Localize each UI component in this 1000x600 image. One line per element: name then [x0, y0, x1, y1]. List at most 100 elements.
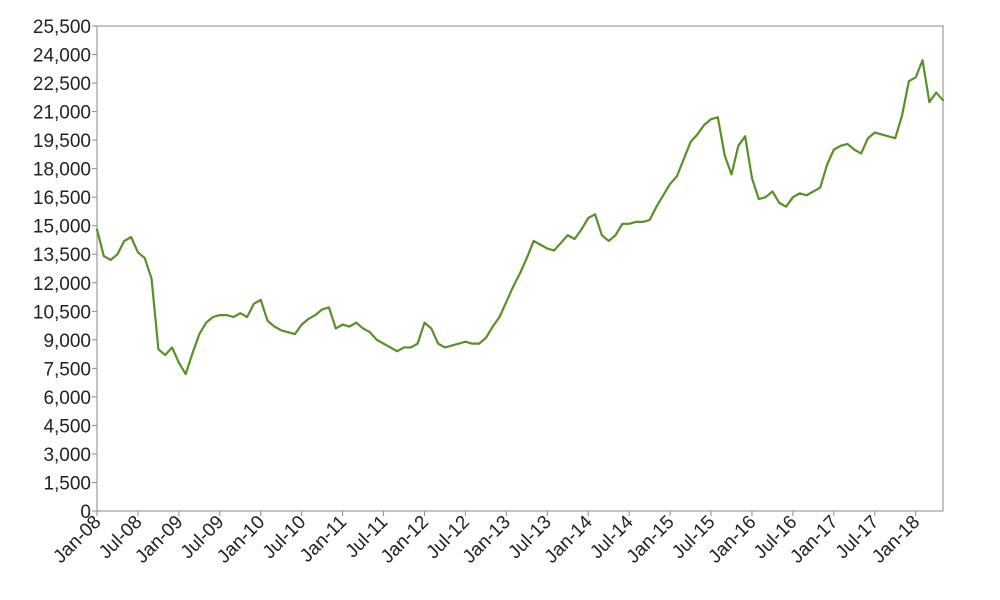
data-point: [253, 302, 255, 305]
data-point: [389, 346, 392, 349]
data-point: [532, 240, 535, 242]
data-point: [880, 133, 883, 136]
data-point: [355, 321, 358, 324]
data-point: [505, 300, 508, 303]
plot-area-frame: [96, 25, 944, 512]
data-point: [478, 342, 480, 345]
data-point: [757, 198, 760, 200]
data-point: [266, 319, 269, 322]
data-point: [293, 333, 296, 336]
data-point: [143, 257, 146, 259]
data-point: [273, 325, 276, 328]
data-point: [409, 346, 412, 349]
data-point: [416, 342, 419, 345]
y-tick-label: 24,000: [33, 46, 91, 67]
data-point: [600, 234, 603, 237]
data-point: [403, 346, 405, 349]
data-point: [689, 141, 692, 143]
data-point: [607, 240, 610, 242]
y-tick-label: 1,500: [43, 473, 91, 494]
data-point: [184, 373, 187, 375]
data-point: [348, 325, 351, 328]
data-point: [362, 327, 364, 330]
data-point: [157, 348, 160, 351]
data-point: [682, 158, 685, 161]
data-point: [628, 222, 631, 225]
data-point: [710, 118, 712, 121]
data-point: [102, 255, 105, 258]
data-point: [457, 342, 460, 345]
y-tick-label: 25,500: [33, 17, 91, 38]
data-point: [744, 135, 747, 138]
data-point: [123, 240, 126, 242]
data-point: [907, 80, 910, 83]
data-point: [212, 316, 214, 318]
data-point: [764, 196, 767, 199]
data-point: [519, 272, 521, 275]
data-point: [396, 350, 399, 353]
data-point: [539, 243, 542, 246]
data-point: [300, 323, 303, 326]
data-point: [798, 192, 801, 195]
data-point: [177, 361, 180, 364]
data-point: [116, 253, 119, 256]
data-point: [826, 163, 828, 166]
data-point: [259, 298, 262, 301]
y-tick-label: 18,000: [33, 160, 91, 181]
data-point: [164, 354, 167, 356]
data-point: [369, 331, 371, 334]
data-point: [375, 338, 378, 341]
data-point: [232, 316, 235, 318]
data-point: [914, 76, 917, 79]
data-point: [839, 144, 842, 147]
data-point: [812, 190, 815, 193]
data-point: [191, 352, 194, 355]
data-point: [280, 329, 283, 332]
y-tick-label: 16,500: [33, 188, 91, 209]
data-point: [614, 234, 617, 237]
y-tick-label: 15,000: [33, 217, 91, 238]
data-point: [819, 186, 822, 189]
data-point: [594, 213, 596, 216]
x-tick-label: Jan-14: [541, 511, 597, 567]
data-point: [321, 308, 324, 311]
y-tick-label: 4,500: [43, 416, 91, 437]
data-point: [225, 314, 228, 316]
data-point: [109, 259, 112, 261]
y-tick-label: 0: [80, 502, 91, 523]
data-point: [566, 234, 569, 237]
data-point: [137, 251, 139, 254]
data-point: [491, 325, 494, 328]
y-axis: 0 1,500 3,000 4,500 6,000 7,500 9,000 10,500 12,…: [33, 17, 97, 523]
data-point: [484, 337, 487, 339]
data-point: [498, 316, 501, 318]
y-tick-label: 10,500: [33, 302, 91, 323]
x-tick-label: Jan-08: [50, 512, 106, 568]
data-point: [723, 154, 726, 157]
data-point: [867, 137, 869, 140]
y-tick-label: 21,000: [33, 103, 91, 124]
data-point: [580, 228, 583, 231]
data-point: [341, 323, 344, 326]
data-point: [205, 321, 208, 324]
y-tick-label: 19,500: [33, 131, 91, 152]
data-point: [150, 278, 153, 280]
data-point: [894, 137, 897, 140]
data-point: [546, 247, 549, 250]
data-point: [560, 241, 562, 244]
series-layer: [95, 59, 945, 376]
data-point: [621, 222, 624, 225]
data-point: [287, 331, 289, 334]
data-point: [334, 327, 337, 330]
data-point: [307, 318, 310, 320]
data-point: [785, 205, 787, 208]
data-point: [314, 314, 317, 316]
data-point: [218, 314, 221, 316]
data-point: [239, 312, 242, 315]
data-point: [751, 177, 753, 180]
data-point: [382, 342, 385, 345]
data-point: [525, 257, 528, 259]
data-point: [648, 219, 651, 221]
data-point: [464, 340, 467, 343]
